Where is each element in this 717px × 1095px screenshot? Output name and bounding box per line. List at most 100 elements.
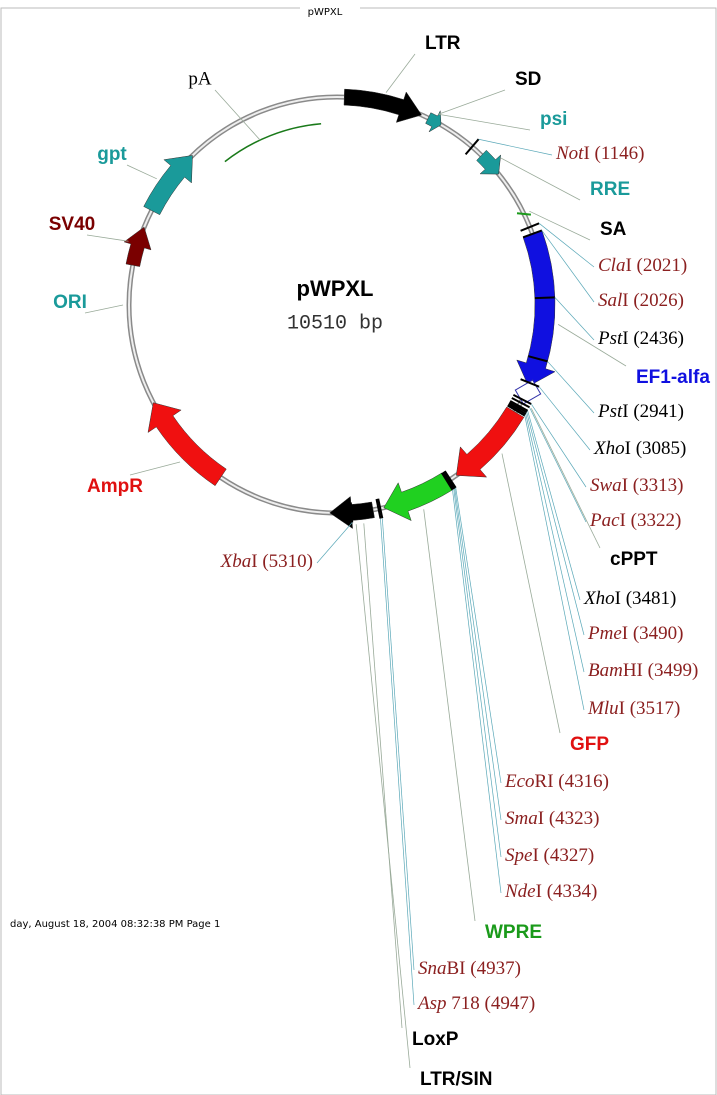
rre-arrow [476, 149, 502, 175]
site-enzyme-rest: I [532, 845, 538, 866]
site-position: (2436) [633, 328, 684, 349]
site-enzyme-italic: Nde [504, 881, 536, 902]
feature-leader [385, 53, 416, 93]
site-leader [538, 386, 591, 451]
site-position: (4937) [470, 958, 521, 979]
site-enzyme-italic: Pst [597, 328, 623, 349]
site-label: ClaI (2021) [598, 255, 687, 276]
footer: day, August 18, 2004 08:32:38 PM Page 1 [10, 919, 220, 930]
site-tick [349, 502, 354, 523]
ampr-arrow [147, 402, 227, 487]
feature-label: WPRE [485, 922, 542, 943]
site-label: Asp 718 (4947) [416, 993, 535, 1014]
site-leader [454, 488, 502, 821]
feature-leader [500, 157, 581, 201]
site-leader [452, 489, 502, 894]
feature-leader [129, 461, 181, 476]
site-leader [455, 487, 502, 784]
site-leader [524, 415, 585, 711]
site-enzyme-italic: Cla [598, 255, 625, 276]
site-enzyme-rest: HI [623, 660, 643, 681]
site-enzyme-italic: Sma [505, 808, 538, 829]
feature-leader [84, 304, 124, 314]
site-leader [529, 407, 587, 523]
site-label: SalI (2026) [598, 290, 684, 311]
gfp-arrow [383, 472, 453, 522]
feature-label: SV40 [49, 214, 95, 235]
feature-label: SA [600, 219, 627, 240]
site-position: (2941) [633, 401, 684, 422]
site-tick [377, 498, 384, 519]
site-leader [478, 138, 553, 156]
site-tick [509, 400, 529, 412]
feature-label: EF1-alfa [636, 367, 710, 388]
feature-label: GFP [570, 734, 609, 755]
site-tick [442, 471, 455, 490]
site-leader [530, 403, 587, 488]
feature-leader [423, 509, 476, 922]
site-label: BamHI (3499) [588, 660, 698, 681]
site-leader [541, 230, 595, 303]
site-label: PacI (3322) [589, 510, 681, 531]
site-label: MluI (3517) [587, 698, 680, 719]
site-enzyme-rest: I [538, 808, 544, 829]
site-tick [511, 397, 530, 409]
site-label: SnaBI (4937) [418, 958, 521, 979]
site-enzyme-rest: 718 [447, 993, 480, 1014]
site-position: (1146) [595, 143, 645, 164]
feature-label: psi [540, 109, 567, 130]
feature-leader [363, 523, 403, 1029]
plasmid-size: 10510 bp [287, 312, 383, 335]
site-label: XbaI (5310) [220, 551, 313, 572]
site-position: (4316) [558, 771, 609, 792]
site-enzyme-italic: Pst [597, 401, 623, 422]
site-tick [375, 498, 382, 519]
feature-leader [530, 408, 601, 549]
site-label: PstI (2941) [597, 401, 684, 422]
site-tick [512, 394, 532, 405]
sa-mark [516, 212, 531, 216]
red-arrow [456, 406, 525, 478]
site-position: (5310) [262, 551, 313, 572]
site-leader [316, 522, 353, 564]
feature-label: LoxP [412, 1029, 459, 1050]
feature-label: RRE [590, 179, 630, 200]
site-position: (4947) [485, 993, 536, 1014]
site-enzyme-rest: I [619, 698, 625, 719]
site-position: (2021) [637, 255, 688, 276]
feature-leader [529, 210, 591, 241]
site-label: SwaI (3313) [590, 475, 683, 496]
site-enzyme-italic: Xho [593, 438, 625, 459]
title: pWPXL [308, 7, 343, 18]
sv40-arrow [123, 226, 152, 267]
pa-arc [224, 122, 322, 163]
site-enzyme-rest: I [620, 510, 626, 531]
site-leader [381, 518, 415, 971]
site-leader [527, 410, 581, 601]
site-position: (3499) [648, 660, 699, 681]
feature-label: cPPT [610, 549, 658, 570]
site-tick [507, 403, 527, 415]
feature-label: pA [188, 68, 212, 89]
site-position: (3313) [633, 475, 684, 496]
site-tick [534, 296, 555, 300]
feature-leader [438, 113, 531, 131]
site-enzyme-italic: Sna [418, 958, 447, 979]
site-enzyme-rest: I [615, 588, 621, 609]
site-enzyme-italic: Not [555, 143, 584, 164]
ltr-arrow [343, 88, 422, 123]
gpt-arrow [143, 155, 193, 216]
site-enzyme-italic: Bam [588, 660, 623, 681]
site-enzyme-italic: Eco [504, 771, 535, 792]
site-enzyme-italic: Pac [589, 510, 620, 531]
site-enzyme-italic: Xho [583, 588, 615, 609]
site-label: PstI (2436) [597, 328, 684, 349]
site-position: (3085) [636, 438, 687, 459]
site-enzyme-italic: Pme [587, 623, 622, 644]
feature-label: LTR/SIN [420, 1069, 492, 1090]
site-leader [526, 412, 585, 636]
site-enzyme-rest: I [622, 401, 628, 422]
feature-label: ORI [53, 292, 87, 313]
site-label: NdeI (4334) [504, 881, 597, 902]
